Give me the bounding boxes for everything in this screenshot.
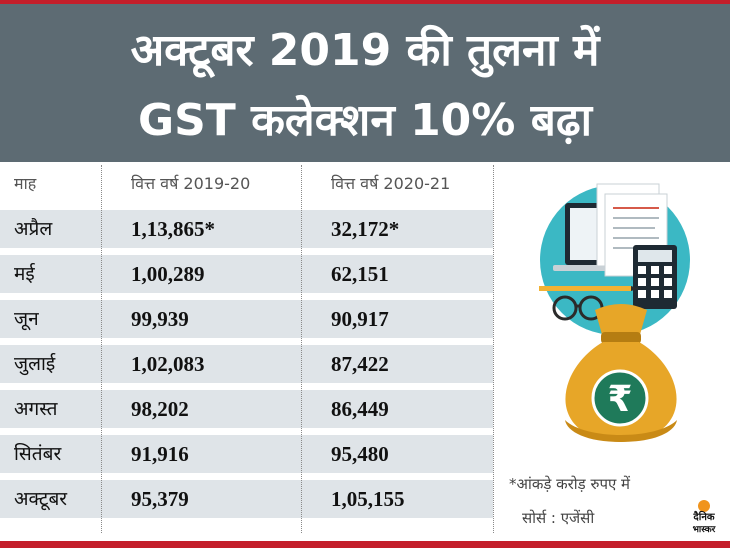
fy-2020-21-cell: 1,05,155	[331, 487, 405, 511]
month-cell: अप्रैल	[14, 218, 53, 240]
source-credit: सोर्स : एजेंसी	[522, 509, 595, 527]
table-row: अप्रैल 1,13,865* 32,172*	[0, 210, 493, 248]
table-row: अगस्त 98,202 86,449	[0, 390, 493, 428]
month-cell: अगस्त	[14, 398, 58, 420]
logo-line-2: भास्कर	[692, 525, 716, 535]
table-row: जून 99,939 90,917	[0, 300, 493, 338]
gst-collection-table: माह वित्त वर्ष 2019-20 वित्त वर्ष 2020-2…	[0, 165, 493, 525]
month-cell: जुलाई	[14, 353, 56, 375]
fy-2019-20-cell: 95,379	[131, 487, 189, 511]
table-row: सितंबर 91,916 95,480	[0, 435, 493, 473]
fy-2019-20-cell: 91,916	[131, 442, 189, 466]
headline-line-1: अक्टूबर 2019 की तुलना में	[130, 25, 600, 76]
month-cell: मई	[14, 263, 35, 285]
column-divider	[101, 165, 102, 533]
units-note: *आंकड़े करोड़ रुपए में	[509, 475, 630, 493]
fy-2019-20-cell: 1,00,289	[131, 262, 205, 286]
fy-2020-21-cell: 32,172*	[331, 217, 400, 241]
headline-line-2: GST कलेक्शन 10% बढ़ा	[138, 95, 592, 146]
rupee-symbol: ₹	[607, 379, 632, 420]
bottom-accent-bar	[0, 541, 730, 548]
month-cell: अक्टूबर	[14, 488, 68, 510]
fy-2019-20-cell: 1,02,083	[131, 352, 205, 376]
fy-2020-21-cell: 86,449	[331, 397, 389, 421]
headline-banner: अक्टूबर 2019 की तुलना में GST कलेक्शन 10…	[0, 4, 730, 162]
column-divider	[493, 165, 494, 533]
fy-2020-21-cell: 87,422	[331, 352, 389, 376]
header-month: माह	[14, 174, 37, 193]
table-row: अक्टूबर 95,379 1,05,155	[0, 480, 493, 518]
top-accent-bar	[0, 0, 730, 4]
dainik-bhaskar-logo: दैनिक भास्कर	[686, 498, 722, 542]
fy-2020-21-cell: 90,917	[331, 307, 389, 331]
header-fy-2019-20: वित्त वर्ष 2019-20	[131, 174, 251, 193]
column-divider	[301, 165, 302, 533]
header-fy-2020-21: वित्त वर्ष 2020-21	[331, 174, 451, 193]
table-row: मई 1,00,289 62,151	[0, 255, 493, 293]
fy-2019-20-cell: 98,202	[131, 397, 189, 421]
fy-2020-21-cell: 95,480	[331, 442, 389, 466]
finance-illustration: ₹	[525, 170, 725, 455]
sun-icon	[698, 500, 710, 512]
month-cell: जून	[14, 308, 39, 330]
month-cell: सितंबर	[14, 443, 62, 465]
table-row: जुलाई 1,02,083 87,422	[0, 345, 493, 383]
table-header-row: माह वित्त वर्ष 2019-20 वित्त वर्ष 2020-2…	[0, 165, 493, 203]
fy-2019-20-cell: 1,13,865*	[131, 217, 215, 241]
logo-line-1: दैनिक	[693, 512, 715, 523]
fy-2019-20-cell: 99,939	[131, 307, 189, 331]
fy-2020-21-cell: 62,151	[331, 262, 389, 286]
money-bag-icon: ₹	[539, 183, 690, 442]
